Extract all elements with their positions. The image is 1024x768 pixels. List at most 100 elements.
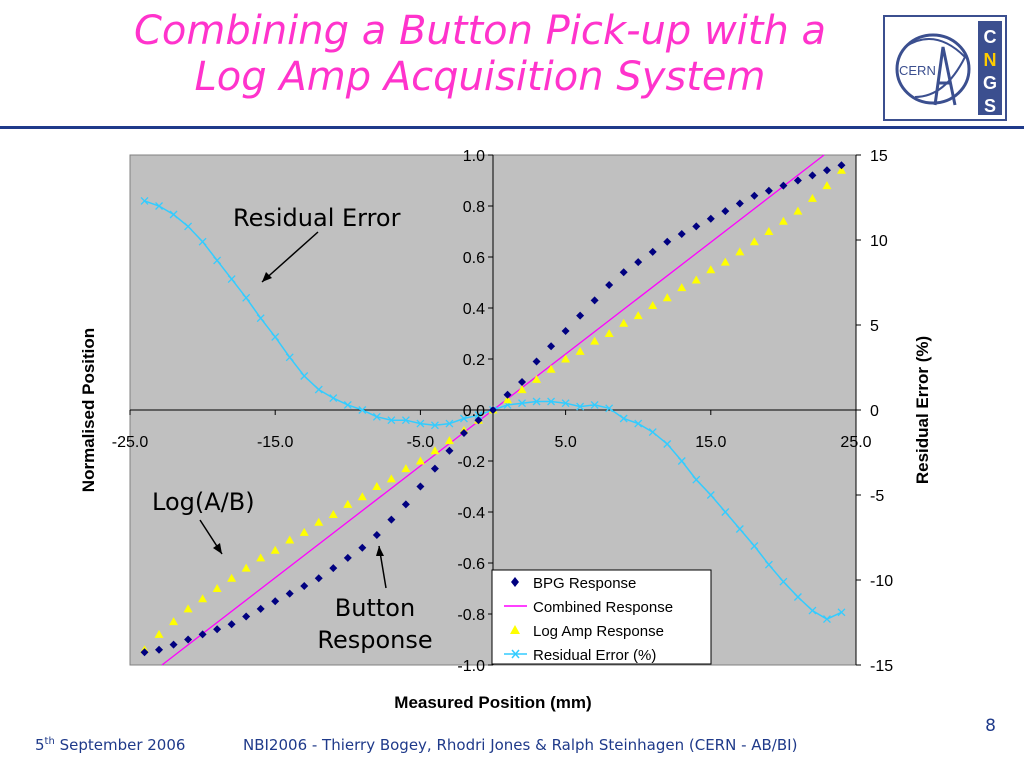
point-bpg-response (387, 515, 396, 524)
point-bpg-response (401, 500, 410, 509)
y-tick-label: 0.4 (463, 301, 485, 318)
point-residual-error (721, 508, 730, 516)
point-residual-error (198, 237, 207, 246)
point-log-amp-response (169, 617, 179, 626)
point-bpg-response (576, 311, 585, 320)
point-residual-error (329, 394, 338, 403)
point-residual-error (256, 314, 265, 323)
y2-tick-label: -10 (870, 573, 893, 590)
point-residual-error (619, 414, 628, 423)
annotation-log-ab: Log(A/B) (152, 488, 255, 516)
annotation-button-arrowhead (376, 546, 384, 556)
point-bpg-response (300, 581, 309, 590)
point-residual-error (793, 593, 802, 601)
point-bpg-response (459, 428, 468, 437)
point-residual-error (735, 525, 744, 533)
point-log-amp-response (793, 206, 803, 215)
legend-item-combined: Combined Response (504, 599, 673, 616)
y-tick-label: -0.4 (457, 505, 485, 522)
point-log-amp-response (285, 535, 295, 544)
y2-tick-label: -5 (870, 488, 884, 505)
y-tick-label: -0.8 (457, 607, 485, 624)
point-residual-error (750, 542, 759, 550)
point-residual-error (314, 385, 323, 394)
annotation-residual-arrowhead (262, 272, 272, 282)
point-bpg-response (430, 464, 439, 473)
point-bpg-response (445, 446, 454, 455)
legend-label-residual: Residual Error (%) (533, 647, 656, 664)
point-residual-error (271, 332, 280, 341)
x-tick-label: 15.0 (695, 434, 726, 451)
point-bpg-response (634, 258, 643, 267)
point-residual-error (372, 412, 381, 421)
point-residual-error (358, 406, 367, 414)
point-log-amp-response (691, 275, 701, 284)
legend-label-logamp: Log Amp Response (533, 623, 664, 640)
y-tick-label: 1.0 (463, 148, 485, 165)
point-log-amp-response (430, 446, 440, 455)
point-log-amp-response (154, 629, 164, 638)
y2-tick-label: 0 (870, 403, 879, 420)
y-tick-label: 0.6 (463, 250, 485, 267)
y2-tick-label: -15 (870, 658, 893, 675)
slide-title: Combining a Button Pick-up with a Log Am… (60, 8, 900, 100)
point-bpg-response (314, 574, 323, 583)
point-residual-error (285, 353, 294, 362)
title-divider (0, 126, 1024, 129)
point-bpg-response (474, 416, 483, 425)
point-bpg-response (184, 635, 193, 644)
point-bpg-response (271, 597, 280, 606)
point-log-amp-response (227, 573, 237, 582)
point-bpg-response (155, 645, 164, 654)
legend-label-bpg: BPG Response (533, 575, 636, 592)
point-log-amp-response (735, 247, 745, 256)
point-residual-error (823, 615, 831, 624)
legend-marker-diamond (511, 577, 519, 587)
point-log-amp-response (444, 436, 454, 445)
point-bpg-response (793, 176, 802, 185)
point-log-amp-response (415, 456, 425, 465)
logo-cern-text: CERN (899, 63, 936, 78)
point-bpg-response (372, 530, 381, 539)
legend-box (491, 569, 712, 665)
annotation-response: Response (317, 626, 432, 654)
point-log-amp-response (836, 165, 846, 174)
point-residual-error (561, 399, 570, 408)
y-axis-title: Normalised Position (79, 328, 98, 492)
x-tick-label: -15.0 (257, 434, 294, 451)
point-log-amp-response (575, 346, 585, 355)
point-bpg-response (503, 390, 512, 399)
point-log-amp-response (662, 293, 672, 302)
annotation-log-ab-arrowhead (213, 543, 222, 554)
x-tick-label: -5.0 (407, 434, 435, 451)
title-line-1: Combining a Button Pick-up with a (133, 8, 827, 54)
point-residual-error (343, 400, 352, 409)
point-bpg-response (663, 237, 672, 246)
point-residual-error (648, 428, 657, 437)
point-bpg-response (677, 230, 686, 239)
point-bpg-response (721, 207, 730, 216)
logo-letter-s: S (984, 96, 996, 116)
point-residual-error (605, 404, 614, 413)
point-log-amp-response (517, 385, 527, 394)
point-bpg-response (619, 268, 628, 277)
point-log-amp-response (343, 499, 353, 508)
logo-letter-n: N (984, 50, 997, 70)
point-residual-error (430, 421, 439, 430)
point-bpg-response (489, 406, 497, 414)
point-residual-error (300, 372, 309, 380)
response-chart: -25.0 -15.0 -5.0 5.0 15.0 25.0 1.0 0.8 0.6 0.4 0.2… (79, 148, 932, 712)
y2-tick-label: 15 (870, 148, 888, 165)
point-bpg-response (227, 620, 236, 629)
slide-number: 8 (985, 716, 996, 736)
x-axis-title: Measured Position (mm) (394, 693, 591, 712)
point-bpg-response (750, 191, 759, 200)
point-log-amp-response (546, 364, 556, 373)
point-residual-error (532, 397, 541, 406)
point-bpg-response (735, 199, 744, 208)
logo-letter-g: G (983, 73, 997, 93)
legend-item-residual: Residual Error (%) (504, 647, 656, 664)
point-bpg-response (518, 377, 527, 386)
point-residual-error (808, 606, 817, 615)
point-bpg-response (329, 564, 338, 573)
